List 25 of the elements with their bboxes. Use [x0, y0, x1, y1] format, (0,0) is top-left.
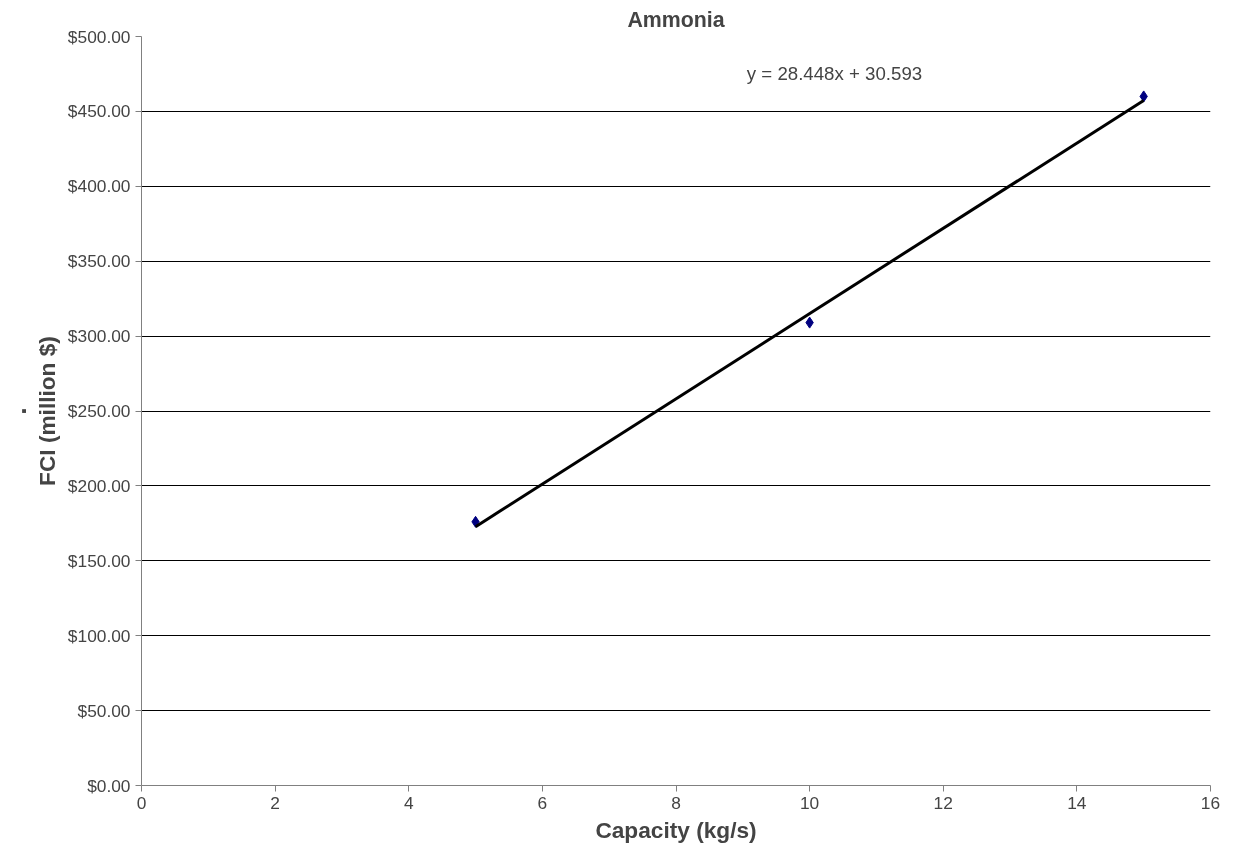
x-tick-label: 12 — [933, 792, 953, 813]
y-tick-label: $0.00 — [87, 775, 131, 796]
x-tick-label: 0 — [136, 792, 147, 813]
annotation: y = 28.448x + 30.593 — [746, 63, 923, 84]
y-tick-label: $500.00 — [67, 26, 131, 47]
x-tick-label: 2 — [270, 792, 280, 813]
y-tick-label: $300.00 — [67, 326, 131, 347]
x-tick-label: 16 — [1200, 792, 1221, 813]
chart-title: Ammonia — [627, 7, 725, 32]
y-tick-label: $150.00 — [67, 550, 131, 571]
y-axis-title: FCI (million $) — [33, 336, 60, 486]
x-tick-label: 10 — [799, 792, 820, 813]
x-tick-label: 14 — [1067, 792, 1087, 813]
x-axis-title: Capacity (kg/s) — [595, 816, 757, 843]
x-tick-label: 4 — [403, 792, 414, 813]
x-tick-label: 8 — [671, 792, 681, 813]
x-tick-label: 6 — [537, 792, 548, 813]
y-tick-label: $200.00 — [67, 475, 131, 496]
y-tick-label: $50.00 — [77, 700, 131, 721]
y-tick-label: $100.00 — [67, 625, 131, 646]
y-tick-label: $400.00 — [67, 176, 131, 197]
text: . — [1, 407, 32, 415]
y-tick-label: $250.00 — [67, 401, 131, 421]
y-tick-label: $450.00 — [67, 101, 131, 122]
y-tick-label: $350.00 — [67, 251, 131, 272]
